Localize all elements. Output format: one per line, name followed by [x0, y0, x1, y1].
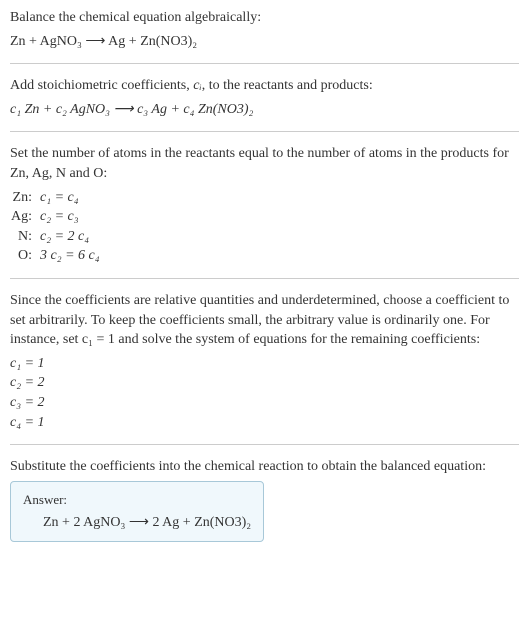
step4-text: Substitute the coefficients into the che… — [10, 457, 519, 477]
divider — [10, 444, 519, 445]
step1-text-after: , to the reactants and products: — [202, 78, 373, 93]
step1-ci: cᵢ — [193, 78, 201, 93]
step2-section: Set the number of atoms in the reactants… — [10, 144, 519, 266]
atom-label: Zn: — [10, 188, 40, 208]
coeff-line: c₄ = 1 — [10, 413, 519, 433]
step1-text: Add stoichiometric coefficients, cᵢ, to … — [10, 76, 519, 96]
atom-eq: c₂ = 2 c₄ — [40, 227, 519, 247]
divider — [10, 131, 519, 132]
divider — [10, 63, 519, 64]
atom-eq: c₁ = c₄ — [40, 188, 519, 208]
divider — [10, 278, 519, 279]
step1-text-before: Add stoichiometric coefficients, — [10, 78, 193, 93]
intro-equation: Zn + AgNO₃ ⟶ Ag + Zn(NO3)₂ — [10, 32, 519, 52]
table-row: O: 3 c₂ = 6 c₄ — [10, 246, 519, 266]
step3-text: Since the coefficients are relative quan… — [10, 291, 519, 350]
step4-section: Substitute the coefficients into the che… — [10, 457, 519, 542]
atom-eq: 3 c₂ = 6 c₄ — [40, 246, 519, 266]
coeff-line: c₃ = 2 — [10, 393, 519, 413]
table-row: Zn: c₁ = c₄ — [10, 188, 519, 208]
atom-eq: c₂ = c₃ — [40, 207, 519, 227]
atom-label: N: — [10, 227, 40, 247]
table-row: N: c₂ = 2 c₄ — [10, 227, 519, 247]
answer-equation: Zn + 2 AgNO₃ ⟶ 2 Ag + Zn(NO3)₂ — [23, 514, 251, 531]
atom-label: Ag: — [10, 207, 40, 227]
atom-label: O: — [10, 246, 40, 266]
step2-text: Set the number of atoms in the reactants… — [10, 144, 519, 183]
intro-text: Balance the chemical equation algebraica… — [10, 8, 519, 28]
intro-section: Balance the chemical equation algebraica… — [10, 8, 519, 51]
coeff-line: c₁ = 1 — [10, 354, 519, 374]
atom-table: Zn: c₁ = c₄ Ag: c₂ = c₃ N: c₂ = 2 c₄ O: … — [10, 188, 519, 266]
step1-equation: c₁ Zn + c₂ AgNO₃ ⟶ c₃ Ag + c₄ Zn(NO3)₂ — [10, 100, 519, 120]
table-row: Ag: c₂ = c₃ — [10, 207, 519, 227]
answer-box: Answer: Zn + 2 AgNO₃ ⟶ 2 Ag + Zn(NO3)₂ — [10, 481, 264, 542]
step1-section: Add stoichiometric coefficients, cᵢ, to … — [10, 76, 519, 119]
answer-label: Answer: — [23, 492, 251, 508]
coeff-line: c₂ = 2 — [10, 373, 519, 393]
step3-section: Since the coefficients are relative quan… — [10, 291, 519, 432]
coeff-list: c₁ = 1 c₂ = 2 c₃ = 2 c₄ = 1 — [10, 354, 519, 432]
